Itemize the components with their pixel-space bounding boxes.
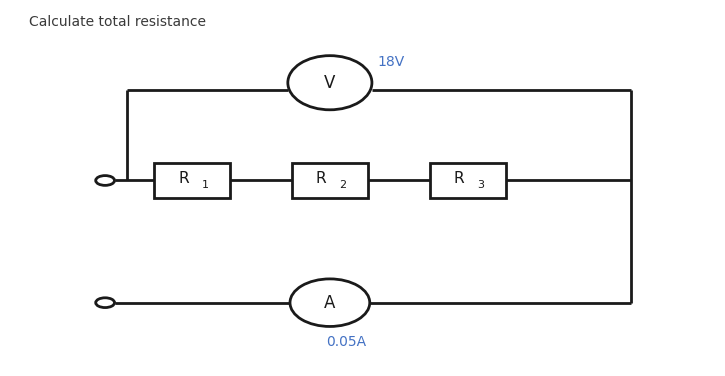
Text: Calculate total resistance: Calculate total resistance: [29, 15, 206, 29]
Text: R: R: [178, 171, 188, 186]
Text: R: R: [454, 171, 464, 186]
Text: R: R: [316, 171, 326, 186]
Text: A: A: [324, 294, 336, 312]
Circle shape: [96, 298, 115, 308]
Text: 18V: 18V: [377, 55, 405, 69]
FancyBboxPatch shape: [429, 162, 505, 199]
Text: 0.05A: 0.05A: [326, 335, 366, 349]
Ellipse shape: [288, 56, 372, 110]
Ellipse shape: [290, 279, 370, 326]
Text: V: V: [324, 74, 336, 92]
FancyBboxPatch shape: [291, 162, 368, 199]
Text: 1: 1: [202, 180, 209, 190]
Text: 3: 3: [477, 180, 484, 190]
FancyBboxPatch shape: [154, 162, 230, 199]
Text: 2: 2: [339, 180, 347, 190]
Circle shape: [96, 176, 115, 185]
